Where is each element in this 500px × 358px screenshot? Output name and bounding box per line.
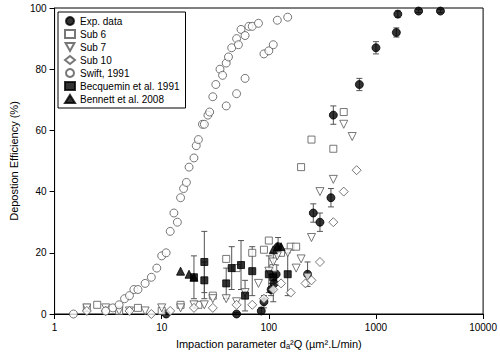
- svg-text:10: 10: [156, 322, 168, 333]
- svg-text:10000: 10000: [469, 322, 497, 333]
- svg-text:0: 0: [41, 309, 47, 320]
- svg-text:60: 60: [35, 125, 47, 136]
- svg-text:Impaction parameter dₐ²Q (µm².: Impaction parameter dₐ²Q (µm².L/min): [176, 338, 362, 350]
- svg-text:Depostion Efficiency (%): Depostion Efficiency (%): [8, 101, 20, 221]
- svg-text:80: 80: [35, 64, 47, 75]
- svg-text:Exp. data: Exp. data: [80, 16, 123, 27]
- svg-text:40: 40: [35, 186, 47, 197]
- svg-text:Becquemin et al. 1991: Becquemin et al. 1991: [80, 81, 180, 92]
- svg-text:Sub 7: Sub 7: [80, 42, 107, 53]
- svg-text:100: 100: [30, 3, 47, 14]
- svg-text:100: 100: [260, 322, 277, 333]
- svg-text:1: 1: [52, 322, 58, 333]
- svg-text:Sub 6: Sub 6: [80, 29, 107, 40]
- svg-text:Sub 10: Sub 10: [80, 55, 112, 66]
- svg-text:1000: 1000: [365, 322, 388, 333]
- svg-text:20: 20: [35, 247, 47, 258]
- svg-text:Swift, 1991: Swift, 1991: [80, 68, 130, 79]
- svg-text:Bennett et al. 2008: Bennett et al. 2008: [80, 94, 164, 105]
